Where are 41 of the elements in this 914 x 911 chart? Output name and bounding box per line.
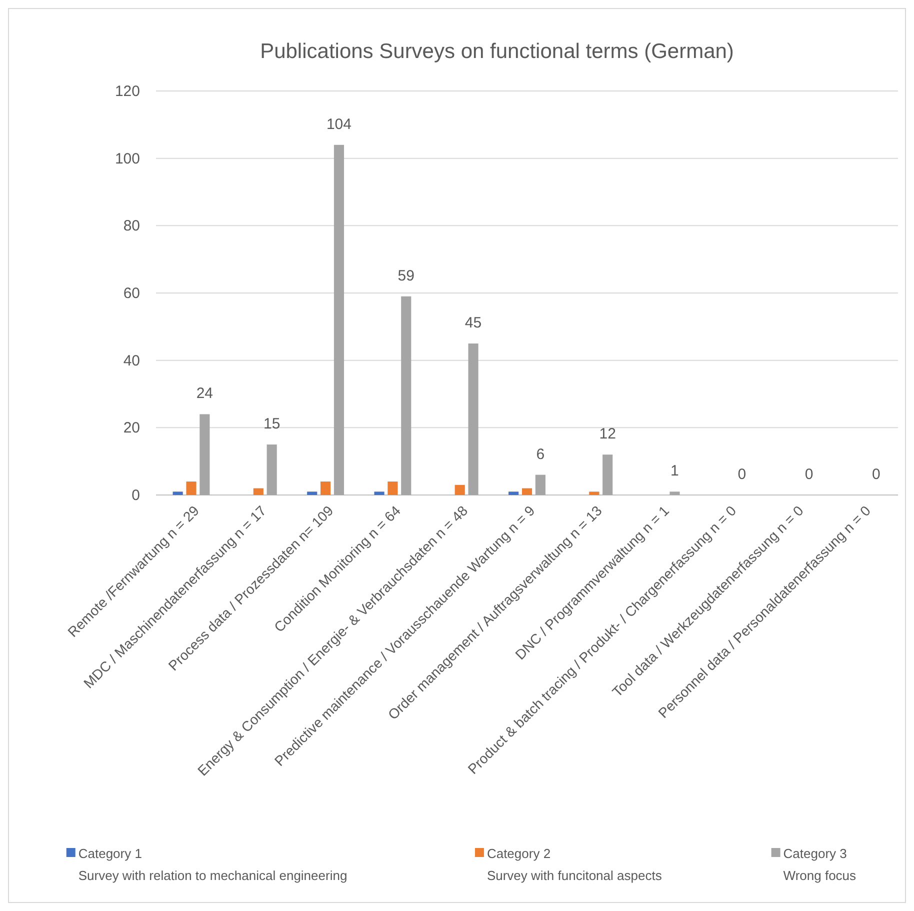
bar xyxy=(266,444,277,495)
bar xyxy=(589,492,600,495)
data-label: 0 xyxy=(872,466,880,483)
bar xyxy=(172,492,183,495)
bar xyxy=(454,484,465,495)
bar xyxy=(602,454,613,495)
legend-label: Category 3 Wrong focus xyxy=(783,846,857,883)
data-label: 0 xyxy=(804,466,814,483)
legend-label: Category 1 Survey with relation to mechanical engineering xyxy=(78,846,348,883)
bar xyxy=(401,296,412,495)
y-tick-label: 100 xyxy=(114,150,140,168)
chart-title: Publications Surveys on functional terms (German) xyxy=(260,40,734,63)
bar xyxy=(388,482,398,495)
legend-label: Category 2 Survey with funcitonal aspects xyxy=(486,846,662,883)
data-label: 15 xyxy=(263,416,280,432)
data-label: 24 xyxy=(196,385,214,402)
data-label: 45 xyxy=(464,314,482,332)
bar xyxy=(522,488,532,495)
bar xyxy=(374,492,384,495)
data-label: 0 xyxy=(738,466,746,483)
data-label: 59 xyxy=(398,267,414,284)
data-label: 104 xyxy=(326,116,352,133)
bar xyxy=(307,492,318,495)
data-label: 6 xyxy=(536,446,545,463)
bar xyxy=(200,414,210,495)
data-label: 12 xyxy=(599,426,616,443)
data-label: 1 xyxy=(670,462,679,480)
bar xyxy=(334,144,344,495)
bar xyxy=(320,482,331,495)
bar xyxy=(670,492,680,495)
y-tick-label: 120 xyxy=(114,83,140,100)
bar xyxy=(253,488,264,495)
y-tick-label: 80 xyxy=(123,218,140,235)
y-tick-label: 60 xyxy=(123,285,140,302)
y-tick-label: 0 xyxy=(132,487,140,504)
bar xyxy=(535,474,546,495)
y-tick-label: 40 xyxy=(123,352,140,370)
y-tick-label: 20 xyxy=(123,420,140,437)
bar xyxy=(186,482,196,495)
bar xyxy=(508,492,519,495)
bar xyxy=(468,344,478,495)
